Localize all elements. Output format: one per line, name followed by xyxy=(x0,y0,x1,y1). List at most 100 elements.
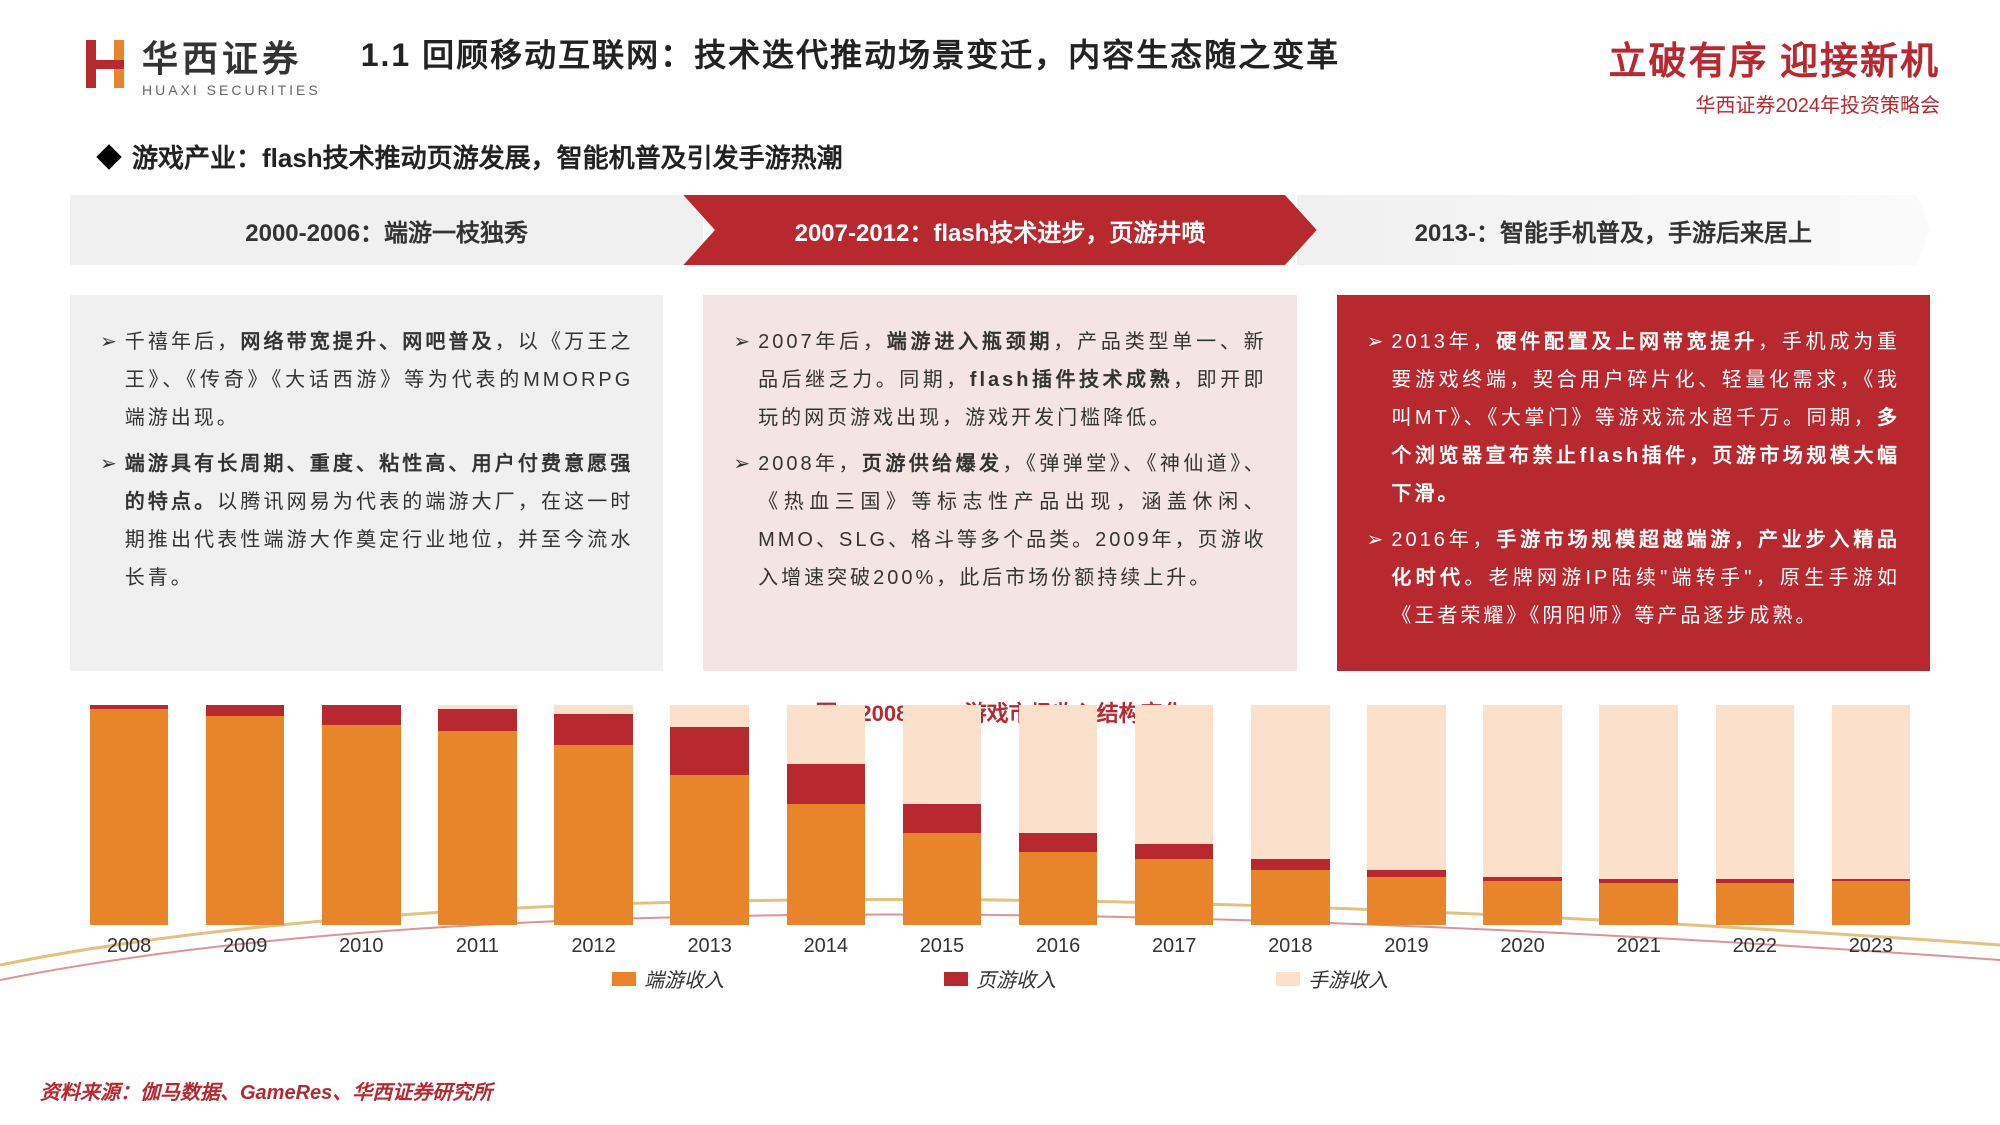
bar-segment xyxy=(1367,877,1446,925)
bar-stack xyxy=(1483,705,1562,925)
bar-segment xyxy=(787,764,866,804)
bar-segment xyxy=(903,705,982,804)
bar-stack xyxy=(1716,705,1795,925)
bar-stack xyxy=(1135,705,1214,925)
bar-year-label: 2022 xyxy=(1733,935,1778,958)
title-block: 1.1 回顾移动互联网：技术迭代推动场景变迁，内容生态随之变革 xyxy=(361,30,1609,76)
bar-segment xyxy=(1251,705,1330,859)
bar-column: 2020 xyxy=(1474,705,1572,958)
bar-year-label: 2017 xyxy=(1152,935,1197,958)
bar-segment xyxy=(1135,705,1214,844)
bar-year-label: 2015 xyxy=(920,935,965,958)
logo-text-cn: 华西证券 xyxy=(142,30,321,82)
legend-item-client: 端游收入 xyxy=(612,964,724,993)
legend-item-web: 页游收入 xyxy=(944,964,1056,993)
bar-column: 2023 xyxy=(1822,705,1920,958)
bar-segment xyxy=(206,716,285,925)
box3-bullet2: 2016年，手游市场规模超越端游，产业步入精品化时代。老牌网游IP陆续"端转手"… xyxy=(1391,521,1900,635)
bar-year-label: 2023 xyxy=(1849,935,1894,958)
bar-stack xyxy=(787,705,866,925)
bar-column: 2022 xyxy=(1706,705,1804,958)
box3-bullet1: 2013年，硬件配置及上网带宽提升，手机成为重要游戏终端，契合用户碎片化、轻量化… xyxy=(1391,323,1900,513)
bar-column: 2014 xyxy=(777,705,875,958)
bar-segment xyxy=(903,804,982,833)
bar-year-label: 2020 xyxy=(1500,935,1545,958)
chevron-icon: ➢ xyxy=(733,445,750,597)
bar-segment xyxy=(1716,705,1795,879)
bar-column: 2008 xyxy=(80,705,178,958)
chart-title: 图：2008-2023游戏市场收入结构变化 xyxy=(0,696,2000,728)
bar-stack xyxy=(1251,705,1330,925)
bar-year-label: 2021 xyxy=(1616,935,1661,958)
page-title: 1.1 回顾移动互联网：技术迭代推动场景变迁，内容生态随之变革 xyxy=(361,30,1609,76)
bar-year-label: 2012 xyxy=(571,935,616,958)
bar-segment xyxy=(1019,852,1098,925)
bar-segment xyxy=(1367,705,1446,870)
bar-segment xyxy=(1251,870,1330,925)
content-boxes: ➢ 千禧年后，网络带宽提升、网吧普及，以《万王之王》、《传奇》《大话西游》等为代… xyxy=(70,295,1930,671)
bar-column: 2016 xyxy=(1009,705,1107,958)
timeline-phase-2: 2007-2012：flash技术进步，页游井喷 xyxy=(683,195,1316,265)
subtitle-row: 游戏产业：flash技术推动页游发展，智能机普及引发手游热潮 xyxy=(0,128,2000,195)
bar-segment xyxy=(554,714,633,745)
bar-stack xyxy=(1599,705,1678,925)
timeline-phase-1: 2000-2006：端游一枝独秀 xyxy=(70,195,703,265)
bar-column: 2010 xyxy=(312,705,410,958)
logo-text-en: HUAXI SECURITIES xyxy=(142,82,321,98)
bar-segment xyxy=(1019,833,1098,853)
bar-segment xyxy=(554,705,633,714)
legend-swatch xyxy=(612,972,636,986)
bar-segment xyxy=(1019,705,1098,833)
bar-year-label: 2013 xyxy=(687,935,732,958)
diamond-icon xyxy=(96,144,121,169)
bar-stack xyxy=(206,705,285,925)
chevron-icon: ➢ xyxy=(1367,521,1384,635)
bar-stack xyxy=(1019,705,1098,925)
box2-bullet2: 2008年，页游供给爆发，《弹弹堂》、《神仙道》、《热血三国》等标志性产品出现，… xyxy=(758,445,1267,597)
chevron-icon: ➢ xyxy=(1367,323,1384,513)
bar-segment xyxy=(787,804,866,925)
subtitle: 游戏产业：flash技术推动页游发展，智能机普及引发手游热潮 xyxy=(132,138,843,175)
bar-segment xyxy=(1251,859,1330,870)
logo-icon xyxy=(80,34,130,94)
box1-bullet1: 千禧年后，网络带宽提升、网吧普及，以《万王之王》、《传奇》《大话西游》等为代表的… xyxy=(125,323,634,437)
slogan: 立破有序 迎接新机 华西证券2024年投资策略会 xyxy=(1608,30,1940,118)
bar-year-label: 2018 xyxy=(1268,935,1313,958)
bar-segment xyxy=(1135,844,1214,859)
box1-bullet2: 端游具有长周期、重度、粘性高、用户付费意愿强的特点。以腾讯网易为代表的端游大厂，… xyxy=(125,445,634,597)
bar-segment xyxy=(90,709,169,925)
slogan-main: 立破有序 迎接新机 xyxy=(1608,30,1940,85)
box-phase-1: ➢ 千禧年后，网络带宽提升、网吧普及，以《万王之王》、《传奇》《大话西游》等为代… xyxy=(70,295,663,671)
bar-segment xyxy=(1599,705,1678,879)
bar-column: 2011 xyxy=(428,705,526,958)
bar-segment xyxy=(554,745,633,925)
bar-column: 2012 xyxy=(545,705,643,958)
bar-segment xyxy=(206,705,285,716)
bar-segment xyxy=(1716,883,1795,925)
bar-segment xyxy=(903,833,982,925)
stacked-bar-chart: 2008200920102011201220132014201520162017… xyxy=(80,738,1920,1018)
chart-legend: 端游收入 页游收入 手游收入 xyxy=(80,964,1920,993)
bar-column: 2013 xyxy=(661,705,759,958)
bar-stack xyxy=(554,705,633,925)
bar-year-label: 2009 xyxy=(223,935,268,958)
bar-segment xyxy=(1832,881,1911,925)
bar-segment xyxy=(1367,870,1446,877)
timeline: 2000-2006：端游一枝独秀 2007-2012：flash技术进步，页游井… xyxy=(70,195,1930,265)
bar-stack xyxy=(903,705,982,925)
bar-stack xyxy=(322,705,401,925)
bar-year-label: 2016 xyxy=(1036,935,1081,958)
bar-segment xyxy=(1483,881,1562,925)
bar-column: 2018 xyxy=(1241,705,1339,958)
bar-stack xyxy=(670,705,749,925)
bar-column: 2015 xyxy=(893,705,991,958)
header: 华西证券 HUAXI SECURITIES 1.1 回顾移动互联网：技术迭代推动… xyxy=(0,0,2000,128)
logo: 华西证券 HUAXI SECURITIES xyxy=(80,30,321,98)
bar-segment xyxy=(1832,705,1911,879)
bar-column: 2017 xyxy=(1125,705,1223,958)
bar-year-label: 2011 xyxy=(456,935,499,958)
bar-stack xyxy=(1832,705,1911,925)
legend-item-mobile: 手游收入 xyxy=(1276,964,1388,993)
bar-segment xyxy=(787,705,866,764)
bar-stack xyxy=(90,705,169,925)
